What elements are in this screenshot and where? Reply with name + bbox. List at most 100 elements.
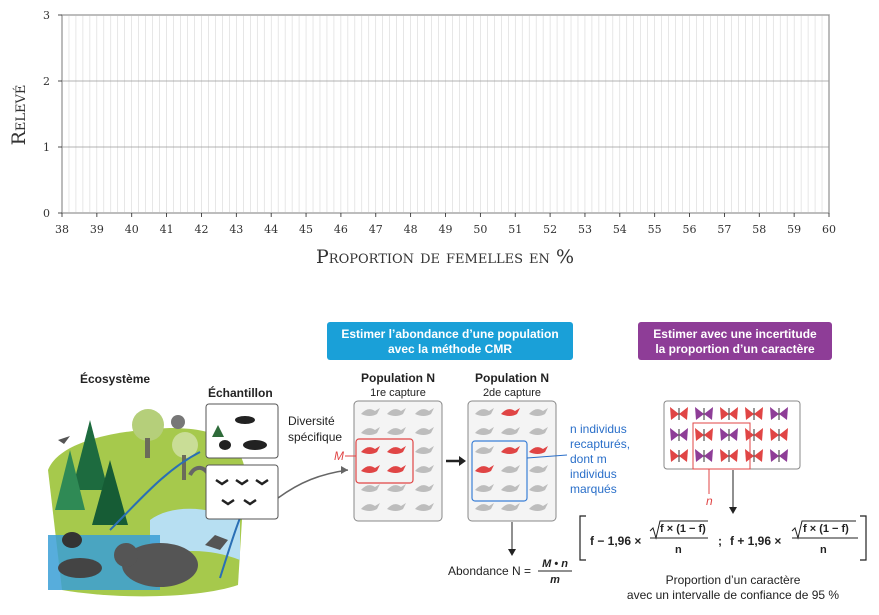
cmr-banner-line1: Estimer l’abondance d’une population xyxy=(341,327,558,341)
x-tick-label: 43 xyxy=(229,223,243,236)
y-tick-label: 1 xyxy=(43,141,50,154)
butterfly-icon xyxy=(720,428,738,441)
x-tick-label: 49 xyxy=(439,223,453,236)
x-axis-ticks: 38 39 40 41 42 43 44 45 46 47 48 49 50 51 52 53 54 55 56 57… xyxy=(55,213,836,236)
butterfly-icon xyxy=(670,407,688,420)
bird-icon xyxy=(361,427,380,435)
abundance-denominator: m xyxy=(550,574,560,586)
sample-box-birds xyxy=(205,464,279,520)
bird-icon xyxy=(361,484,380,492)
formula-upper: f + 1,96 × xyxy=(730,534,781,548)
bird-icon xyxy=(387,465,406,473)
x-tick-label: 57 xyxy=(717,223,731,236)
formula-upper-den: n xyxy=(820,544,827,556)
y-axis-label: Relevé xyxy=(8,85,30,146)
bird-icon xyxy=(361,408,380,416)
y-tick-label: 0 xyxy=(43,207,50,220)
bird-icon xyxy=(361,446,380,454)
chart: 38 39 40 41 42 43 44 45 46 47 48 49 50 51 52 53 54 55 56 57… xyxy=(8,9,836,268)
sample-label: Échantillon xyxy=(208,385,273,400)
bird-icon xyxy=(475,446,494,454)
x-tick-label: 54 xyxy=(613,223,627,236)
butterfly-icon xyxy=(695,407,713,420)
abundance-label: Abondance N = xyxy=(448,564,531,578)
x-tick-label: 52 xyxy=(543,223,557,236)
bird-icon xyxy=(475,427,494,435)
recapture-note-line4: individus xyxy=(570,467,617,481)
bird-icon xyxy=(529,484,548,492)
cmr-banner xyxy=(327,322,573,360)
x-tick-label: 45 xyxy=(299,223,313,236)
pop2-subtitle: 2de capture xyxy=(483,387,541,399)
butterfly-icon xyxy=(720,407,738,420)
formula-lower-sqrt: f × (1 − f) xyxy=(660,523,706,535)
bird-icon xyxy=(415,446,434,454)
x-tick-label: 46 xyxy=(334,223,348,236)
cmr-infographic: Écosystème Échantillon Diversité spécifi… xyxy=(48,322,867,602)
x-tick-label: 48 xyxy=(404,223,418,236)
x-tick-label: 39 xyxy=(90,223,104,236)
x-tick-label: 44 xyxy=(264,223,278,236)
formula-separator: ; xyxy=(718,534,722,548)
x-tick-label: 58 xyxy=(752,223,766,236)
butterfly-icon xyxy=(770,428,788,441)
recapture-note-line5: marqués xyxy=(570,482,617,496)
bird-icon xyxy=(475,408,494,416)
formula-lower-den: n xyxy=(675,544,682,556)
x-tick-label: 47 xyxy=(369,223,383,236)
caption-line2: avec un intervalle de confiance de 95 % xyxy=(627,588,839,602)
bird-icon xyxy=(529,408,548,416)
bird-icon xyxy=(529,503,548,511)
recapture-note-line3: dont m xyxy=(570,452,607,466)
pop1-title: Population N xyxy=(361,371,435,385)
x-tick-label: 60 xyxy=(822,223,836,236)
bird-icon xyxy=(475,503,494,511)
abundance-numerator: M • n xyxy=(542,558,568,570)
bird-icon xyxy=(501,465,520,473)
x-tick-label: 50 xyxy=(473,223,487,236)
pop1-subtitle: 1re capture xyxy=(370,387,426,399)
bird-icon xyxy=(529,465,548,473)
bird-icon xyxy=(415,427,434,435)
pop2-title: Population N xyxy=(475,371,549,385)
y-tick-label: 2 xyxy=(43,75,50,88)
bird-icon xyxy=(387,408,406,416)
x-axis-label: Proportion de femelles en % xyxy=(316,246,574,268)
bird-icon xyxy=(501,484,520,492)
bird-icon xyxy=(415,503,434,511)
x-tick-label: 55 xyxy=(648,223,662,236)
population-1-birds xyxy=(361,408,434,511)
uncertainty-banner xyxy=(638,322,832,360)
x-tick-label: 59 xyxy=(787,223,801,236)
bird-icon xyxy=(475,484,494,492)
recapture-note: n individus recapturés, dont m individus… xyxy=(526,422,630,496)
marker-m-label: M xyxy=(334,449,344,463)
bird-icon xyxy=(415,484,434,492)
bird-icon xyxy=(529,446,548,454)
uncertainty-banner-line1: Estimer avec une incertitude xyxy=(653,327,817,341)
bird-icon xyxy=(415,408,434,416)
sample-n-box xyxy=(692,422,751,470)
recaptured-group-box xyxy=(471,440,528,502)
y-axis-ticks: 0 1 2 3 xyxy=(43,9,62,220)
minor-grid xyxy=(61,15,830,213)
bird-icon xyxy=(387,484,406,492)
marked-group-box xyxy=(355,438,414,484)
caption-line1: Proportion d’un caractère xyxy=(666,573,801,587)
formula-upper-sqrt: f × (1 − f) xyxy=(803,523,849,535)
ecosystem-label: Écosystème xyxy=(80,371,150,386)
butterfly-icon xyxy=(695,428,713,441)
bird-icon xyxy=(501,446,520,454)
bird-icon xyxy=(361,503,380,511)
butterfly-icon xyxy=(745,407,763,420)
bird-icon xyxy=(361,465,380,473)
x-tick-label: 56 xyxy=(683,223,697,236)
cmr-banner-line2: avec la méthode CMR xyxy=(388,342,512,356)
bird-icon xyxy=(475,465,494,473)
ecosystem-illustration xyxy=(48,409,349,597)
butterfly-icon xyxy=(770,449,788,462)
bird-icon xyxy=(387,427,406,435)
formula-lower: f − 1,96 × xyxy=(590,534,641,548)
population-2-birds xyxy=(475,408,548,511)
